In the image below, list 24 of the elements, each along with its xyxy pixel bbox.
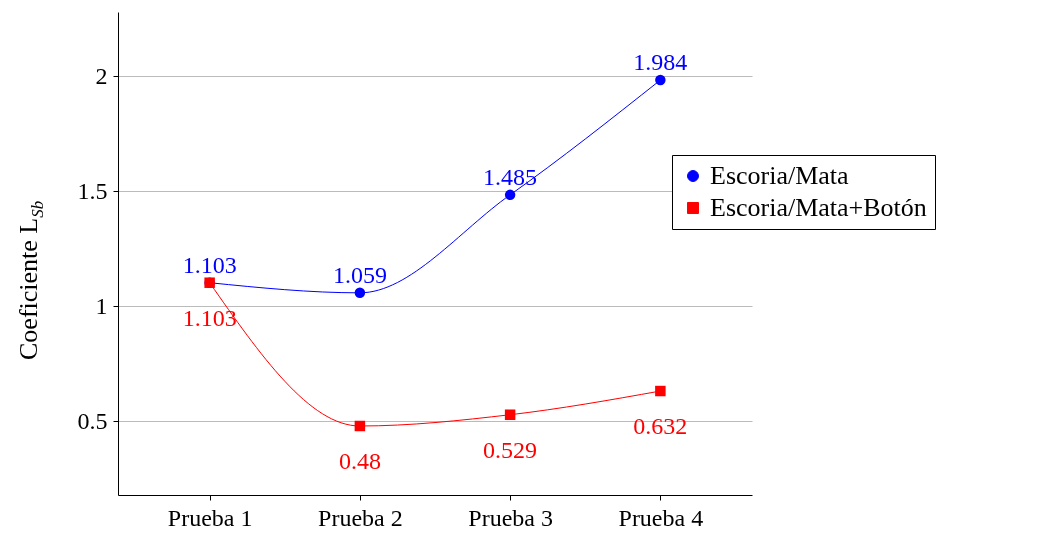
point [354,287,366,299]
y-tick-label: 0.5 [77,407,108,434]
data-label: 1.059 [332,261,387,288]
legend-label: Escoria/Mata [710,161,850,190]
point [655,385,666,397]
point [354,420,366,432]
x-tick-label: Prueba 2 [318,504,403,531]
data-label: 0.529 [483,436,538,463]
legend-label: Escoria/Mata+Botón [710,193,927,222]
point [504,189,516,201]
point [504,409,516,420]
data-label: 1.485 [483,163,538,190]
data-label: 0.48 [338,448,381,474]
data-label: 1.103 [182,304,237,331]
y-tick-label: 1 [95,292,108,319]
data-label: 0.632 [633,413,688,440]
point [655,74,666,86]
x-tick-label: Prueba 4 [618,504,704,531]
y-tick-label: 1.5 [77,177,108,204]
y-tick-label: 2 [95,62,108,89]
data-label: 1.984 [633,49,688,76]
x-tick-label: Prueba 1 [167,504,253,531]
data-label: 1.103 [182,251,237,278]
x-tick-label: Prueba 3 [468,504,553,531]
